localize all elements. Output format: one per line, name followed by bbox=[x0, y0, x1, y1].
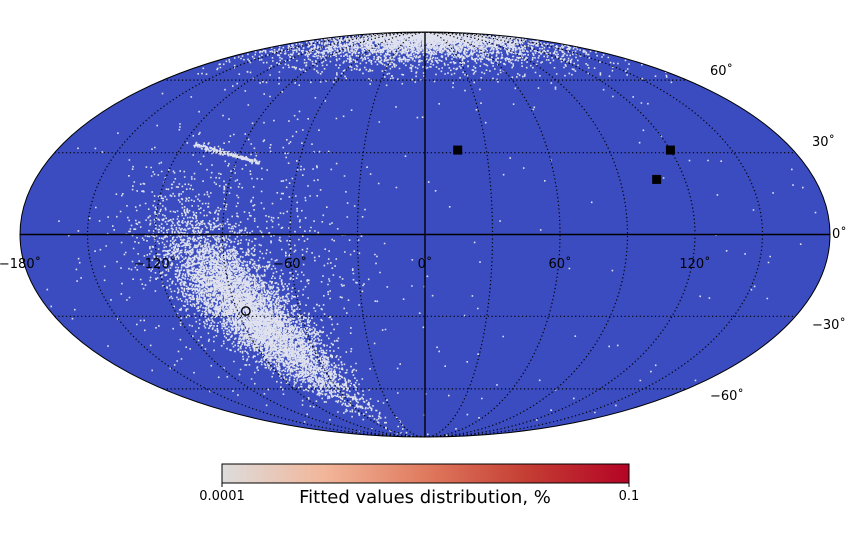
markers-layer bbox=[240, 145, 675, 316]
lat-tick-label: 60˚ bbox=[710, 63, 733, 79]
main-axes bbox=[20, 32, 830, 437]
open-circle-marker bbox=[240, 306, 251, 316]
lon-tick-label: −60˚ bbox=[273, 256, 307, 272]
lon-tick-label: 120˚ bbox=[679, 256, 710, 272]
lon-tick-label: −180˚ bbox=[0, 256, 41, 272]
lat-tick-label: −30˚ bbox=[812, 317, 846, 333]
colorbar-title: Fitted values distribution, % bbox=[299, 487, 551, 508]
colorbar bbox=[221, 463, 630, 484]
lat-tick-label: 30˚ bbox=[812, 134, 835, 150]
meridian-line bbox=[424, 32, 494, 437]
square-marker bbox=[652, 174, 662, 184]
lon-tick-label: 0˚ bbox=[418, 256, 433, 272]
square-marker bbox=[453, 145, 463, 155]
lat-tick-label: −60˚ bbox=[710, 388, 744, 404]
meridian-line bbox=[356, 32, 426, 437]
lat-tick-label: 0˚ bbox=[832, 226, 847, 242]
lon-tick-label: 60˚ bbox=[548, 256, 571, 272]
square-marker bbox=[665, 145, 675, 155]
meridian-line bbox=[424, 32, 561, 437]
colorbar-min-label: 0.0001 bbox=[199, 489, 245, 504]
lon-tick-label: −120˚ bbox=[134, 256, 176, 272]
colorbar-max-label: 0.1 bbox=[619, 489, 640, 504]
sky-outline bbox=[19, 31, 831, 438]
meridian-line bbox=[289, 32, 426, 437]
